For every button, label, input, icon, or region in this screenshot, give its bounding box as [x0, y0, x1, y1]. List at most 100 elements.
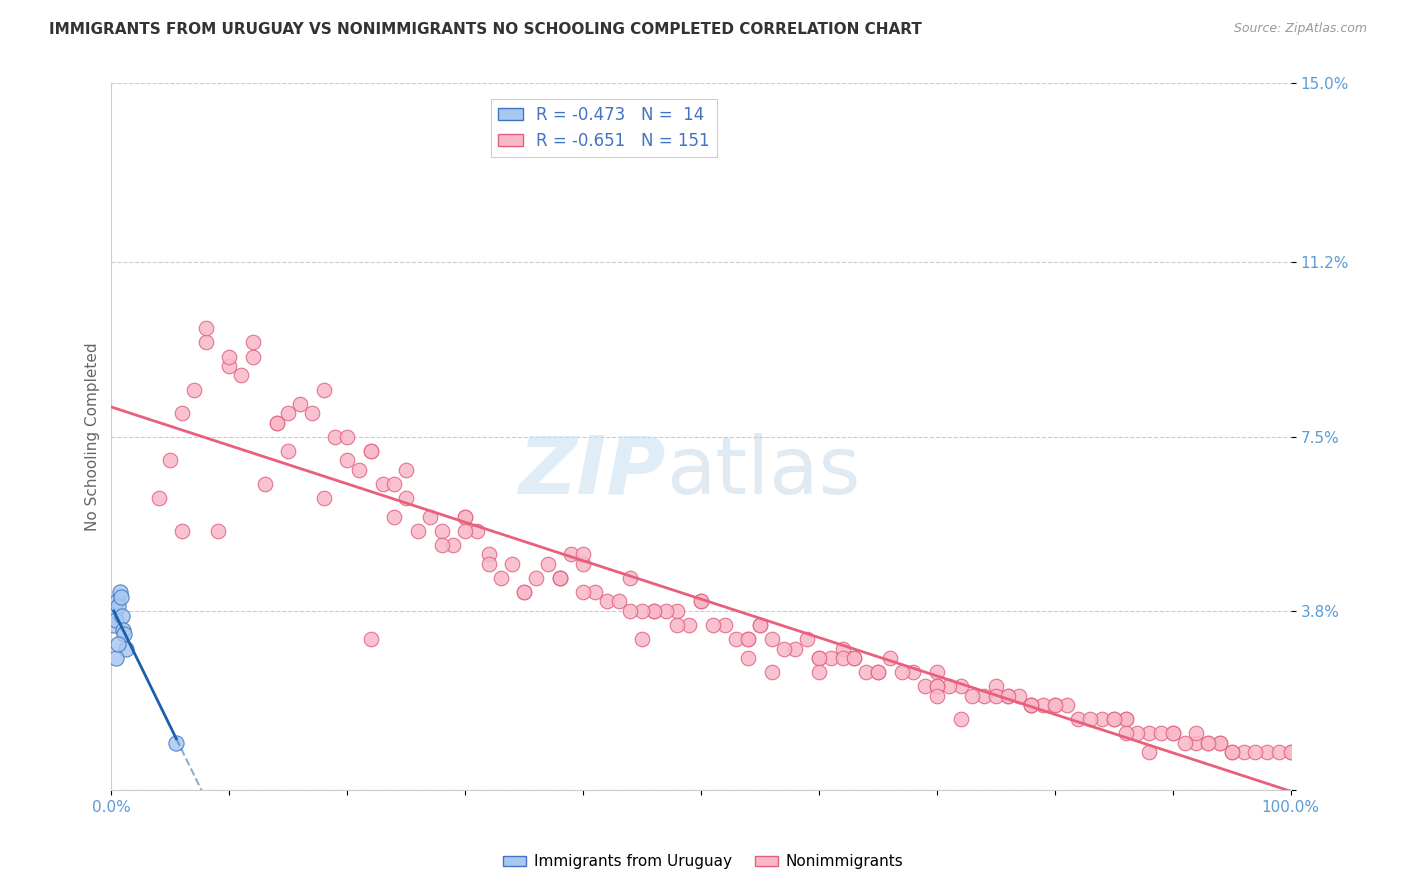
Point [110, 590, 132, 604]
Point [844, 651, 866, 665]
Point [808, 651, 831, 665]
Point [761, 632, 783, 647]
Point [619, 571, 641, 585]
Point [172, 406, 194, 420]
Point [1256, 745, 1278, 759]
Point [925, 665, 948, 679]
Point [548, 571, 571, 585]
Point [1197, 736, 1219, 750]
Point [808, 651, 831, 665]
Point [572, 557, 595, 571]
Point [548, 571, 571, 585]
Point [266, 416, 288, 430]
Point [1102, 712, 1125, 726]
Point [925, 689, 948, 703]
Point [347, 462, 370, 476]
Point [1150, 726, 1173, 740]
Point [104, 604, 127, 618]
Point [725, 632, 748, 647]
Point [207, 524, 229, 538]
Point [690, 594, 713, 608]
Point [666, 604, 689, 618]
Point [1115, 712, 1137, 726]
Point [1078, 712, 1101, 726]
Point [1174, 736, 1197, 750]
Point [103, 618, 125, 632]
Point [1102, 712, 1125, 726]
Point [1268, 745, 1291, 759]
Point [108, 585, 131, 599]
Point [384, 509, 406, 524]
Point [1126, 726, 1149, 740]
Point [360, 443, 382, 458]
Point [643, 604, 665, 618]
Point [973, 689, 995, 703]
Point [737, 632, 759, 647]
Point [165, 736, 187, 750]
Point [831, 641, 853, 656]
Point [831, 651, 853, 665]
Point [183, 383, 205, 397]
Point [984, 689, 1007, 703]
Point [855, 665, 877, 679]
Point [107, 599, 129, 614]
Point [690, 594, 713, 608]
Point [1043, 698, 1066, 712]
Text: IMMIGRANTS FROM URUGUAY VS NONIMMIGRANTS NO SCHOOLING COMPLETED CORRELATION CHAR: IMMIGRANTS FROM URUGUAY VS NONIMMIGRANTS… [49, 22, 922, 37]
Y-axis label: No Schooling Completed: No Schooling Completed [86, 343, 100, 531]
Point [301, 406, 323, 420]
Point [406, 524, 429, 538]
Point [419, 509, 441, 524]
Point [454, 524, 477, 538]
Point [749, 618, 772, 632]
Point [325, 430, 347, 444]
Point [702, 618, 724, 632]
Point [336, 430, 359, 444]
Point [1209, 736, 1232, 750]
Point [336, 453, 359, 467]
Point [1279, 745, 1302, 759]
Point [1115, 712, 1137, 726]
Point [949, 712, 972, 726]
Point [218, 359, 240, 373]
Point [1137, 745, 1160, 759]
Point [914, 679, 936, 693]
Point [643, 604, 665, 618]
Point [371, 476, 394, 491]
Point [1220, 745, 1243, 759]
Point [112, 627, 135, 641]
Point [984, 679, 1007, 693]
Point [1115, 726, 1137, 740]
Point [105, 594, 128, 608]
Point [489, 571, 512, 585]
Point [548, 571, 571, 585]
Point [242, 335, 264, 350]
Point [925, 679, 948, 693]
Point [866, 665, 889, 679]
Point [253, 476, 276, 491]
Point [1161, 726, 1184, 740]
Point [596, 594, 619, 608]
Point [1056, 698, 1078, 712]
Point [1067, 712, 1090, 726]
Point [513, 585, 536, 599]
Point [560, 547, 582, 561]
Point [430, 538, 453, 552]
Point [107, 637, 129, 651]
Point [1197, 736, 1219, 750]
Point [1244, 745, 1267, 759]
Point [288, 397, 311, 411]
Point [277, 443, 299, 458]
Point [678, 618, 700, 632]
Point [866, 665, 889, 679]
Point [395, 491, 418, 505]
Point [231, 368, 253, 383]
Point [749, 618, 772, 632]
Point [114, 641, 136, 656]
Point [1185, 736, 1208, 750]
Point [1209, 736, 1232, 750]
Legend: Immigrants from Uruguay, Nonimmigrants: Immigrants from Uruguay, Nonimmigrants [496, 848, 910, 875]
Point [666, 618, 689, 632]
Point [218, 350, 240, 364]
Point [1019, 698, 1042, 712]
